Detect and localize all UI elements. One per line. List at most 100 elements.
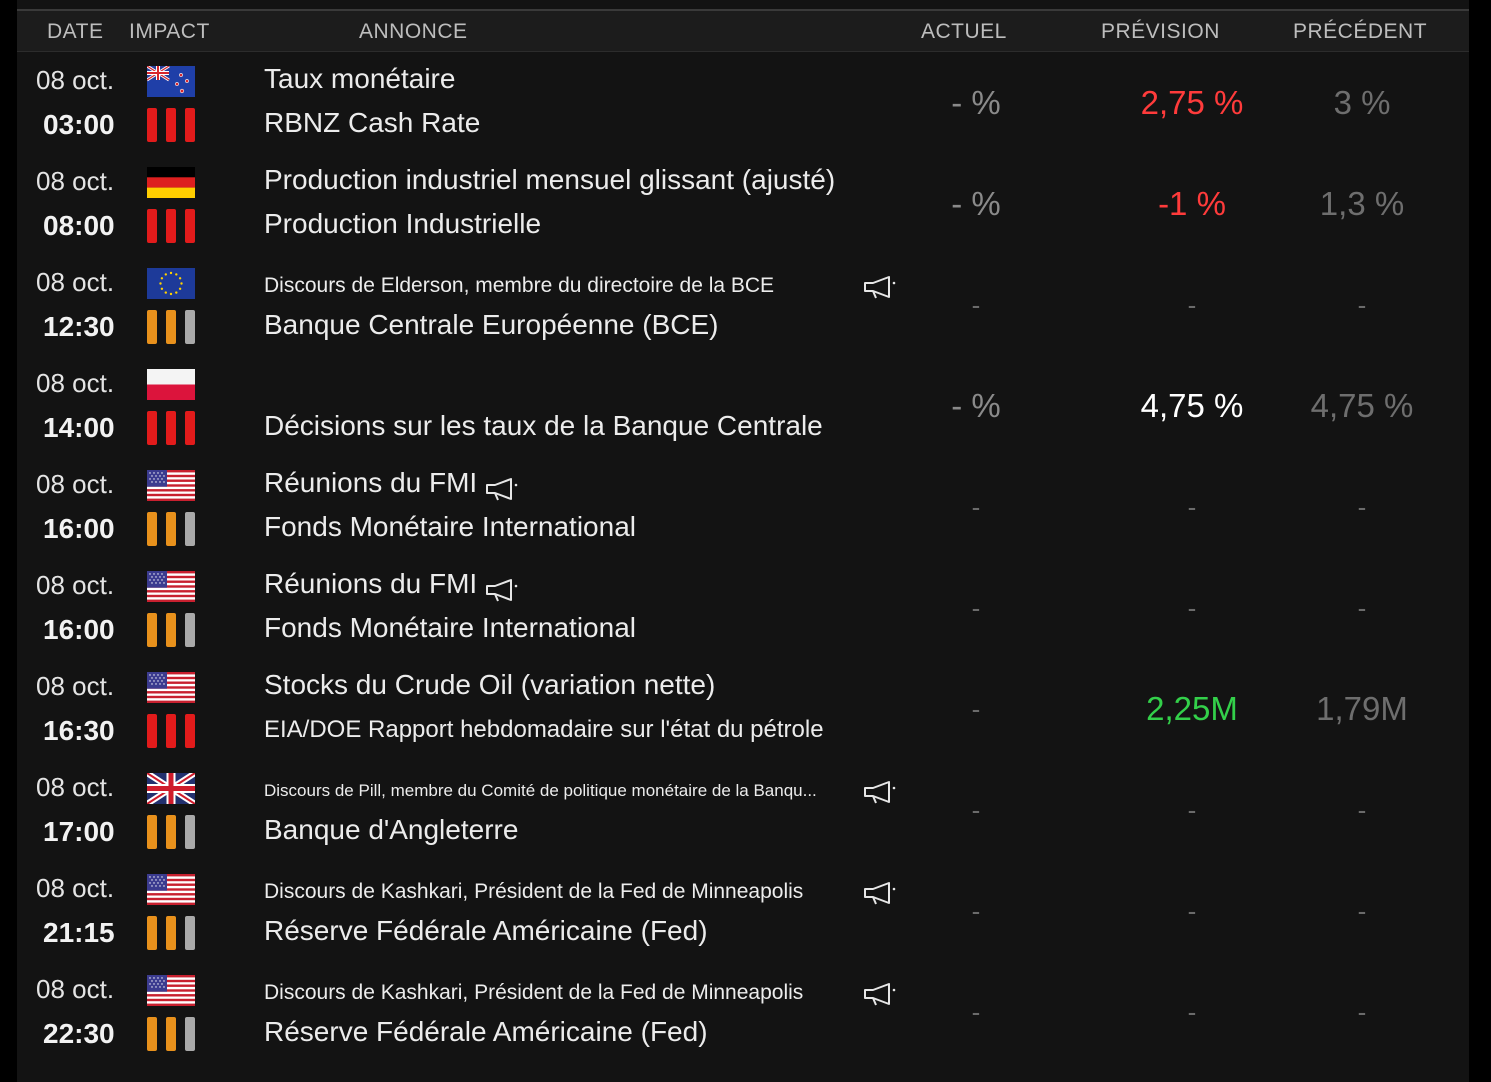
previous-value: - [1357,896,1367,926]
actual-value: - [971,997,981,1027]
event-row[interactable]: 08 oct. 08:00 Production industriel mens… [17,153,1469,254]
event-title[interactable]: Production industriel mensuel glissant (… [264,164,836,195]
column-header-impact[interactable]: IMPACT [129,20,210,43]
event-time: 17:00 [43,816,115,847]
event-title[interactable]: Réunions du FMI [264,467,478,498]
event-row[interactable]: 08 oct. 22:30 Discours de Kashkari, Prés… [17,961,1469,1062]
event-date: 08 oct. [36,469,115,499]
forecast-value: 2,25M [1146,690,1238,727]
event-row[interactable]: 08 oct. 14:00 Décisions sur les taux de … [17,355,1469,456]
impact-bar [185,310,195,344]
impact-bar [185,916,195,950]
event-row[interactable]: 08 oct. 16:00 Réunions du FMI Fonds Moné… [17,456,1469,557]
impact-indicator [147,916,197,950]
impact-bar [166,310,176,344]
flag-united-states-icon [147,571,195,602]
top-divider [17,9,1469,11]
event-subtitle: RBNZ Cash Rate [264,107,481,138]
impact-bar [166,613,176,647]
previous-value: 1,3 % [1319,185,1405,222]
event-row[interactable]: 08 oct. 21:15 Discours de Kashkari, Prés… [17,860,1469,961]
forecast-value: -1 % [1158,185,1226,222]
flag-united-states-icon [147,975,195,1006]
forecast-value: - [1187,896,1197,926]
column-header-prevision[interactable]: PRÉVISION [1101,20,1220,43]
actual-value: - % [951,185,1001,222]
impact-indicator [147,815,197,849]
event-date: 08 oct. [36,671,115,701]
event-time: 16:00 [43,614,115,645]
previous-value: 3 % [1333,84,1391,121]
forecast-value: 2,75 % [1140,84,1244,121]
event-row[interactable]: 08 oct. 17:00 Discours de Pill, membre d… [17,759,1469,860]
event-time: 16:30 [43,715,115,746]
previous-value: 4,75 % [1310,387,1414,424]
actual-value: - [971,896,981,926]
event-date: 08 oct. [36,368,115,398]
event-subtitle: Décisions sur les taux de la Banque Cent… [264,410,823,441]
actual-value: - % [951,84,1001,121]
actual-value: - [971,795,981,825]
event-time: 16:00 [43,513,115,544]
impact-bar [166,411,176,445]
event-title[interactable]: Stocks du Crude Oil (variation nette) [264,669,716,700]
event-row[interactable]: 08 oct. 16:00 Réunions du FMI Fonds Moné… [17,557,1469,658]
impact-bar [147,512,157,546]
impact-bar [185,815,195,849]
event-subtitle: EIA/DOE Rapport hebdomadaire sur l'état … [264,716,824,743]
flag-germany-icon [147,167,195,198]
event-date: 08 oct. [36,974,115,1004]
event-row[interactable]: 08 oct. 12:30 Discours de Elderson, memb… [17,254,1469,355]
event-title[interactable]: Discours de Kashkari, Président de la Fe… [264,981,804,1004]
event-subtitle: Réserve Fédérale Américaine (Fed) [264,915,708,946]
forecast-value: - [1187,593,1197,623]
forecast-value: - [1187,492,1197,522]
impact-bar [185,1017,195,1051]
flag-united-states-icon [147,672,195,703]
event-date: 08 oct. [36,65,115,95]
column-header-actuel[interactable]: ACTUEL [921,20,1007,43]
speech-icon [485,476,521,502]
flag-european-union-icon [147,268,195,299]
impact-bar [166,916,176,950]
calendar-panel [17,0,1469,1082]
impact-bar [147,108,157,142]
impact-bar [185,613,195,647]
impact-indicator [147,613,197,647]
flag-united-states-icon [147,874,195,905]
event-title[interactable]: Discours de Pill, membre du Comité de po… [264,781,817,800]
impact-bar [147,916,157,950]
actual-value: - [971,492,981,522]
event-title[interactable]: Réunions du FMI [264,568,478,599]
event-subtitle: Réserve Fédérale Américaine (Fed) [264,1016,708,1047]
actual-value: - [971,290,981,320]
impact-bar [147,1017,157,1051]
event-list: 08 oct. 03:00 Taux monétaire RBNZ Cash R… [17,52,1469,1062]
impact-indicator [147,209,197,243]
event-subtitle: Banque d'Angleterre [264,814,519,845]
impact-bar [185,108,195,142]
impact-bar [166,714,176,748]
event-title[interactable]: Taux monétaire [264,63,456,94]
column-header-precedent[interactable]: PRÉCÉDENT [1293,20,1428,43]
flag-united-kingdom-icon [147,773,195,804]
event-time: 14:00 [43,412,115,443]
column-header-date[interactable]: DATE [47,20,104,43]
speech-icon [863,880,899,906]
speech-icon [863,981,899,1007]
event-row[interactable]: 08 oct. 16:30 Stocks du Crude Oil (varia… [17,658,1469,759]
event-title[interactable]: Discours de Elderson, membre du directoi… [264,274,775,297]
actual-value: - [971,694,981,724]
column-header-annonce[interactable]: ANNONCE [359,20,468,43]
impact-indicator [147,411,197,445]
event-date: 08 oct. [36,570,115,600]
event-row[interactable]: 08 oct. 03:00 Taux monétaire RBNZ Cash R… [17,52,1469,153]
speech-icon [863,274,899,300]
event-date: 08 oct. [36,267,115,297]
impact-bar [147,613,157,647]
event-time: 22:30 [43,1018,115,1049]
event-date: 08 oct. [36,772,115,802]
actual-value: - [971,593,981,623]
event-title[interactable]: Discours de Kashkari, Président de la Fe… [264,880,804,903]
impact-bar [147,714,157,748]
